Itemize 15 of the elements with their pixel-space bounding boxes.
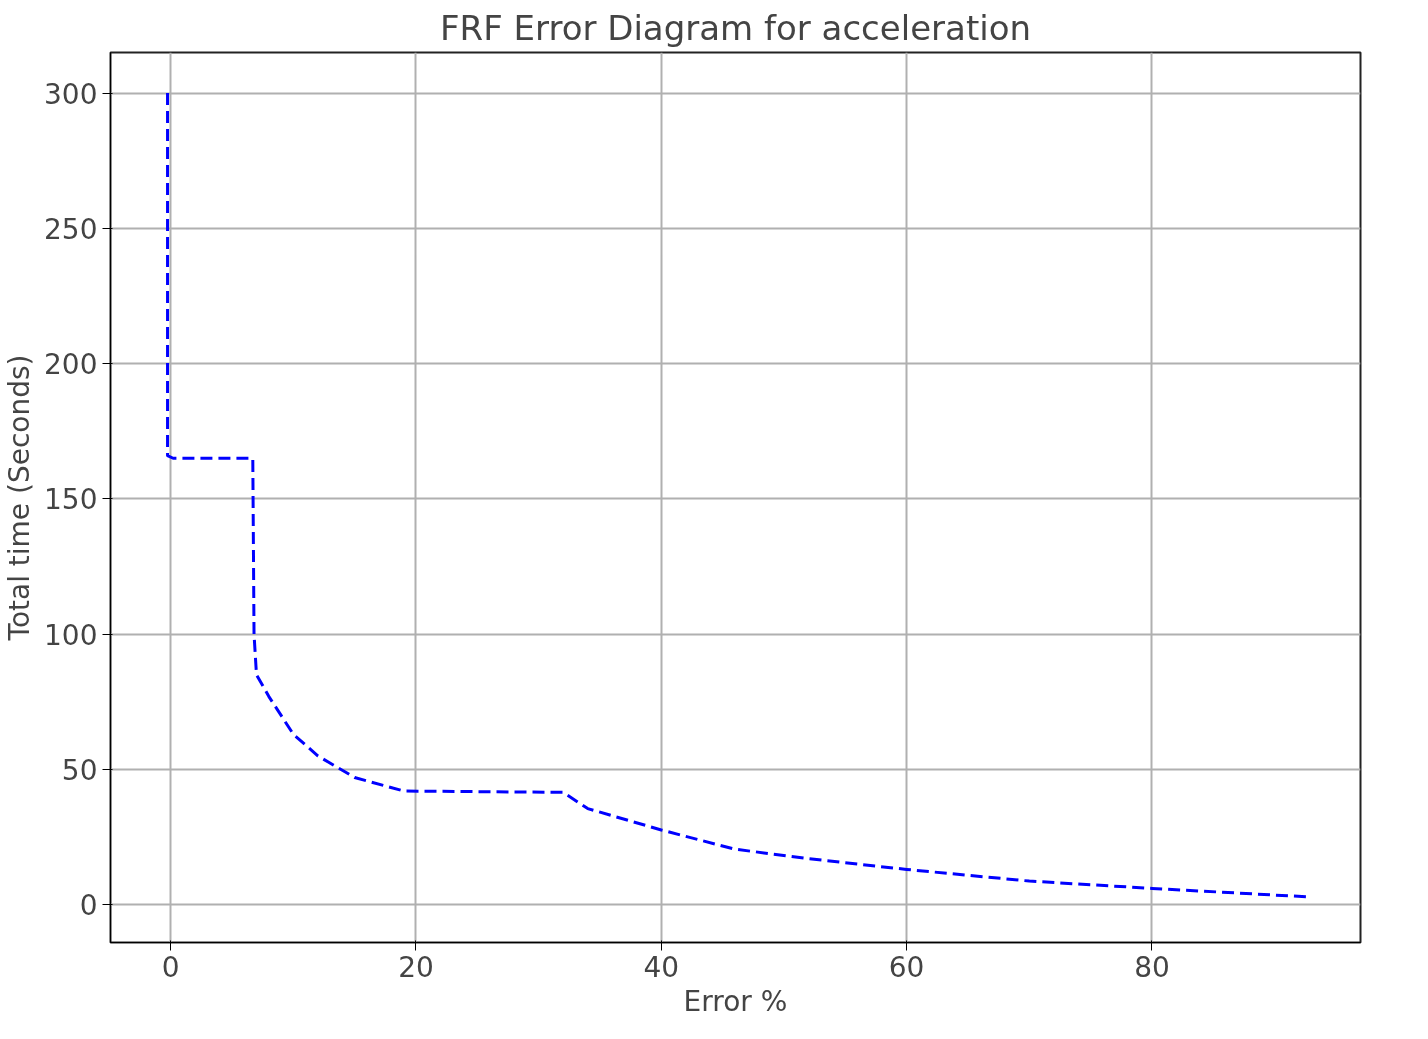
- y-tick-label: 250: [44, 212, 98, 246]
- y-tick-label: 300: [44, 77, 98, 111]
- x-axis-title: Error %: [683, 984, 788, 1018]
- x-tick-label: 40: [643, 950, 680, 984]
- y-tick-label: 50: [61, 753, 98, 787]
- y-axis-title: Total time (Seconds): [3, 354, 37, 642]
- y-tick-label: 200: [44, 348, 98, 382]
- x-tick-label: 80: [1134, 950, 1170, 984]
- y-tick-label: 100: [44, 618, 98, 652]
- chart-title: FRF Error Diagram for acceleration: [439, 7, 1032, 48]
- y-tick-label: 150: [44, 483, 98, 517]
- x-tick-label: 60: [888, 950, 925, 984]
- y-tick-label: 0: [79, 889, 98, 923]
- x-tick-label: 0: [161, 950, 180, 984]
- x-tick-label: 20: [398, 950, 434, 984]
